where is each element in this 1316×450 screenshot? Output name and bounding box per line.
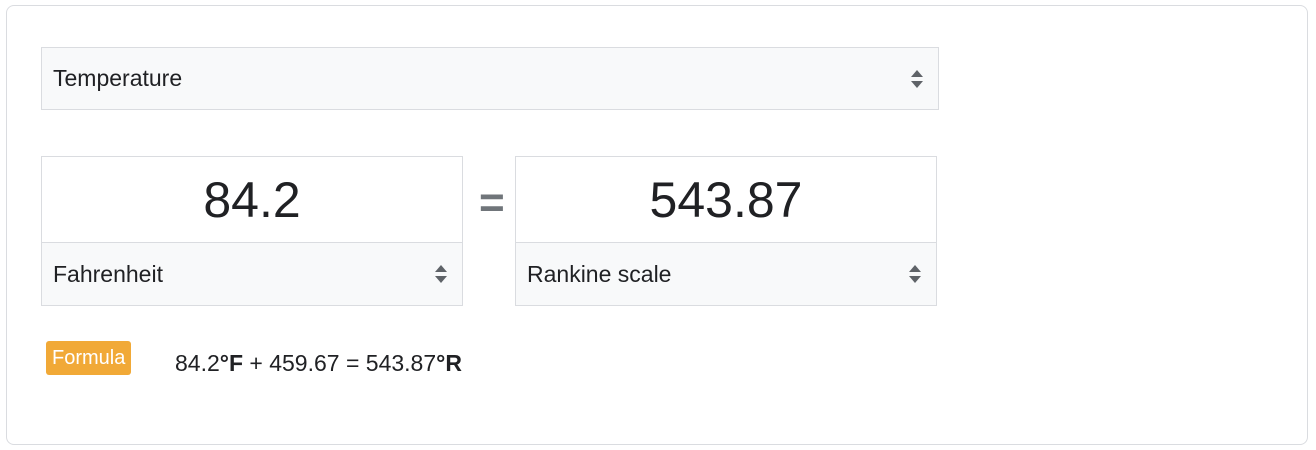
from-value-input[interactable] [42,157,462,243]
up-down-arrows-icon [910,67,924,91]
formula-right-value: 543.87 [365,350,437,376]
formula-text: 84.2°F + 459.67 = 543.87°R [175,350,462,377]
formula-right-unit: °R [436,350,462,376]
to-value-input[interactable] [516,157,936,243]
formula-operator: + 459.67 = [243,350,366,376]
formula-left-value: 84.2 [175,350,220,376]
from-unit-select[interactable]: Fahrenheit [41,242,463,306]
measure-select[interactable]: Temperature [41,47,939,110]
from-unit-label: Fahrenheit [53,260,163,287]
equals-sign: = [479,178,505,227]
formula-badge: Formula [46,341,132,375]
measure-select-label: Temperature [53,65,183,91]
to-unit-label: Rankine scale [527,260,672,287]
to-value-box: Rankine scale [515,156,937,306]
unit-converter-card: Temperature Fahrenheit = Rankine scale [6,5,1308,445]
up-down-arrows-icon [434,262,448,286]
up-down-arrows-icon [908,262,922,286]
from-value-box: Fahrenheit [41,156,463,306]
formula-left-unit: °F [219,350,244,376]
to-unit-select[interactable]: Rankine scale [515,242,937,306]
